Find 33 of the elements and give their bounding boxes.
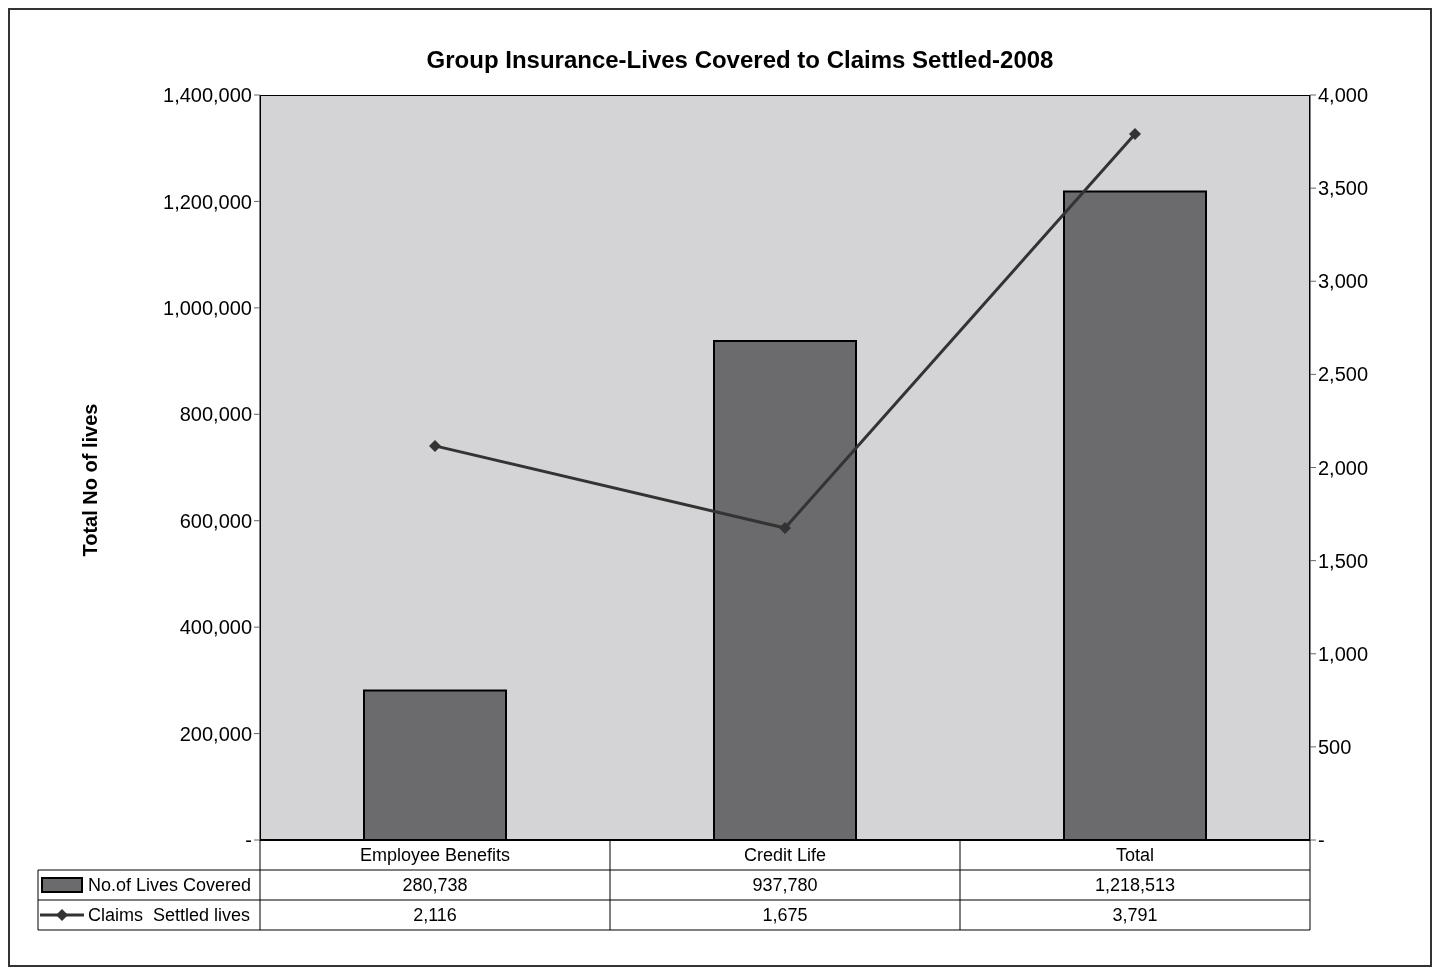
data-label: 937,780	[751, 874, 819, 897]
y-tick-label: 1,400,000	[163, 84, 252, 107]
legend-label: No.of Lives Covered	[88, 874, 252, 896]
x-tick-label: Credit Life	[743, 844, 827, 865]
y-tick-label: 800,000	[179, 403, 252, 426]
y-tick-label: -	[245, 829, 252, 852]
legend-label: Claims Settled lives	[88, 904, 251, 926]
point	[429, 439, 441, 452]
y2-tick-label: 1,000	[1318, 642, 1369, 665]
y-tick-label: 200,000	[179, 722, 252, 745]
y2-tick-label: 3,000	[1318, 270, 1369, 293]
data-label: 1,675	[761, 904, 809, 927]
y-tick-label: 1,000,000	[163, 296, 252, 319]
data-label: 3,791	[1111, 904, 1159, 927]
point	[1129, 127, 1141, 140]
y-axis-title: Total No of lives	[78, 403, 102, 557]
x-tick-label: Total	[1115, 844, 1155, 865]
y2-tick-label: 2,000	[1318, 456, 1369, 479]
data-label: 2,116	[412, 904, 458, 927]
point	[779, 522, 791, 535]
y2-tick-label: -	[1318, 829, 1325, 852]
y2-tick-label: 4,000	[1318, 84, 1369, 107]
x-tick-label: Employee Benefits	[359, 844, 511, 865]
y2-tick-label: 1,500	[1318, 549, 1369, 572]
data-label: 1,218,513	[1093, 874, 1177, 897]
chart-title: Group Insurance-Lives Covered to Claims Settled-2008	[425, 46, 1055, 74]
y-tick-label: 600,000	[179, 509, 252, 532]
y-tick-label: 1,200,000	[163, 190, 252, 213]
y2-tick-label: 2,500	[1318, 363, 1369, 386]
y-tick-label: 400,000	[179, 616, 252, 639]
data-label: 280,738	[401, 874, 469, 897]
y2-tick-label: 500	[1318, 735, 1352, 758]
y2-tick-label: 3,500	[1318, 177, 1369, 200]
